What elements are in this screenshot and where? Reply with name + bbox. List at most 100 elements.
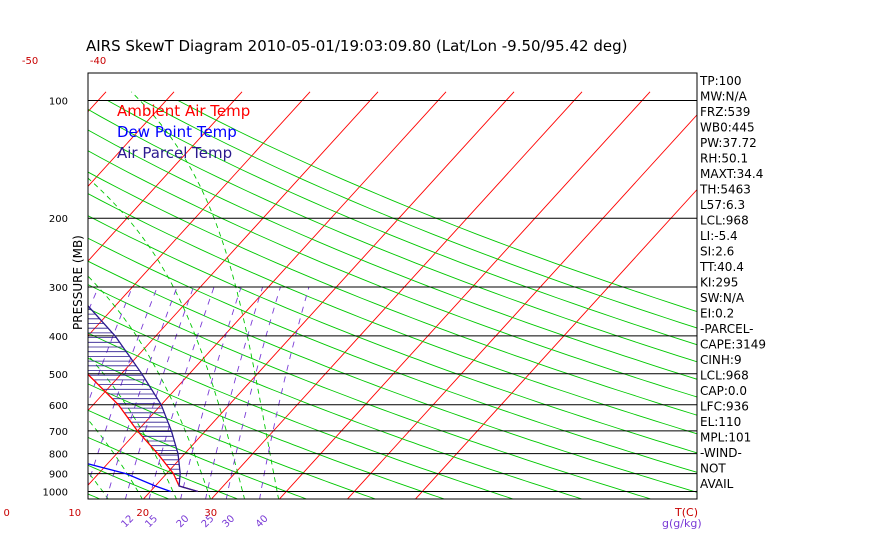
dry-adiabat-line bbox=[88, 129, 697, 380]
y-axis-label: PRESSURE (MB) bbox=[71, 235, 85, 330]
profile-lines bbox=[88, 304, 199, 493]
parameter-item: EI:0.2 bbox=[700, 307, 734, 321]
dry-adiabat-line bbox=[142, 100, 697, 329]
mixing-ratio-line bbox=[105, 286, 178, 499]
top-temp-tick-labels: -120-110-100-90-80-70-60-50-40 bbox=[22, 56, 106, 67]
parameter-item: PW:37.72 bbox=[700, 136, 757, 150]
isotherm-line bbox=[88, 91, 311, 337]
parameter-item: -PARCEL- bbox=[700, 322, 754, 336]
isotherm-line bbox=[88, 91, 243, 262]
background-lines bbox=[0, 91, 697, 500]
parameter-item: TP:100 bbox=[699, 74, 742, 88]
mixing-ratio-line bbox=[0, 287, 43, 500]
mixing-ratio-tick-label: 20 bbox=[175, 513, 192, 530]
parameter-item: LI:-5.4 bbox=[700, 229, 738, 243]
dewpoint-line bbox=[88, 463, 171, 493]
mixing-ratio-tick-label: 12 bbox=[119, 513, 136, 530]
isotherm-line bbox=[88, 91, 379, 412]
isotherm-line bbox=[210, 91, 583, 499]
parameter-item: NOT bbox=[700, 462, 726, 476]
moist-adiabat-line bbox=[0, 92, 41, 500]
parameter-item: RH:50.1 bbox=[700, 152, 748, 166]
top-temp-tick-label: -40 bbox=[90, 56, 106, 67]
pressure-tick-label: 200 bbox=[49, 214, 68, 225]
mixing-ratio-tick-label: 30 bbox=[220, 513, 237, 530]
legend: Ambient Air Temp Dew Point Temp Air Parcel… bbox=[117, 102, 250, 162]
dry-adiabat-line bbox=[88, 193, 697, 435]
moist-adiabat-line bbox=[88, 275, 211, 499]
parameter-item: L57:6.3 bbox=[700, 198, 745, 212]
dry-adiabat-line bbox=[88, 215, 697, 454]
bottom-temp-tick-label: 30 bbox=[204, 508, 217, 519]
parameter-item: KI:295 bbox=[700, 276, 738, 290]
dry-adiabat-line bbox=[88, 108, 697, 363]
isotherm-line bbox=[278, 91, 651, 499]
dry-adiabat-line bbox=[88, 493, 102, 499]
pressure-tick-label: 500 bbox=[49, 370, 68, 381]
parameter-item: WB0:445 bbox=[700, 121, 755, 135]
dry-adiabat-line bbox=[88, 332, 515, 499]
parameter-item: TH:5463 bbox=[699, 183, 751, 197]
pressure-tick-label: 100 bbox=[49, 97, 68, 108]
parameter-item: -WIND- bbox=[700, 446, 742, 460]
parameter-item: SW:N/A bbox=[700, 291, 745, 305]
parameter-item: AVAIL bbox=[700, 477, 734, 491]
moist-adiabat-line bbox=[0, 92, 7, 500]
dry-adiabat-line bbox=[88, 464, 170, 499]
mixing-ratio-line bbox=[0, 287, 22, 500]
legend-item: Ambient Air Temp bbox=[117, 102, 250, 120]
dry-adiabat-line bbox=[88, 150, 697, 398]
isotherm-line bbox=[88, 91, 175, 187]
parameter-item: CINH:9 bbox=[700, 353, 742, 367]
mixing-ratio-line bbox=[225, 286, 281, 499]
chart-title: AIRS SkewT Diagram 2010-05-01/19:03:09.8… bbox=[86, 37, 627, 55]
parameter-item: LFC:936 bbox=[700, 400, 749, 414]
bottom-temp-tick-label: 0 bbox=[4, 508, 10, 519]
mixing-ratio-line bbox=[0, 287, 75, 500]
dry-adiabat-line bbox=[0, 101, 33, 500]
mixing-ratio-line bbox=[88, 286, 99, 313]
parameter-item: FRZ:539 bbox=[700, 105, 750, 119]
x-axis-label: T(C) bbox=[674, 506, 698, 519]
isotherm-line bbox=[0, 92, 38, 500]
dry-adiabat-line bbox=[88, 284, 653, 499]
pressure-tick-label: 300 bbox=[49, 283, 68, 294]
dry-adiabat-line bbox=[88, 308, 584, 499]
isotherm-line bbox=[346, 114, 697, 499]
dry-adiabat-line bbox=[88, 357, 446, 499]
parameter-item: EL:110 bbox=[700, 415, 741, 429]
dry-adiabat-line bbox=[88, 383, 377, 499]
mixing-ratio-line bbox=[124, 286, 194, 499]
dry-adiabat-line bbox=[88, 237, 697, 473]
dry-adiabat-line bbox=[88, 409, 308, 499]
mixing-ratio-line bbox=[259, 286, 310, 499]
bottom-temp-tick-label: 20 bbox=[136, 508, 149, 519]
dry-adiabat-line bbox=[88, 436, 239, 499]
moist-adiabat-line bbox=[0, 92, 75, 500]
mixing-ratio-unit: g(g/kg) bbox=[662, 517, 702, 530]
pressure-tick-label: 900 bbox=[49, 470, 68, 481]
legend-item: Dew Point Temp bbox=[117, 123, 237, 141]
parameter-item: MPL:101 bbox=[700, 431, 751, 445]
parameter-item: TT:40.4 bbox=[699, 260, 744, 274]
mixing-ratio-line bbox=[205, 286, 264, 499]
parameter-item: LCL:968 bbox=[700, 369, 749, 383]
dry-adiabat-line bbox=[107, 100, 697, 346]
cape-hatching bbox=[88, 308, 181, 480]
pressure-tick-label: 1000 bbox=[43, 488, 68, 499]
pressure-tick-label: 700 bbox=[49, 427, 68, 438]
pressure-tick-labels: 100 200 300 400 500 600 700 800 900 1000 bbox=[43, 97, 68, 499]
parcel-line bbox=[88, 304, 199, 493]
legend-item: Air Parcel Temp bbox=[117, 144, 232, 162]
bottom-temp-tick-label: 10 bbox=[68, 508, 81, 519]
plot-frame bbox=[87, 72, 698, 500]
pressure-tick-label: 600 bbox=[49, 401, 68, 412]
moist-adiabat-line bbox=[88, 177, 245, 499]
isotherm-line bbox=[142, 91, 515, 499]
parameter-item: MW:N/A bbox=[700, 90, 748, 104]
top-temp-tick-label: -50 bbox=[22, 56, 38, 67]
temperature-line bbox=[88, 373, 199, 493]
moist-adiabat-line bbox=[88, 354, 177, 499]
